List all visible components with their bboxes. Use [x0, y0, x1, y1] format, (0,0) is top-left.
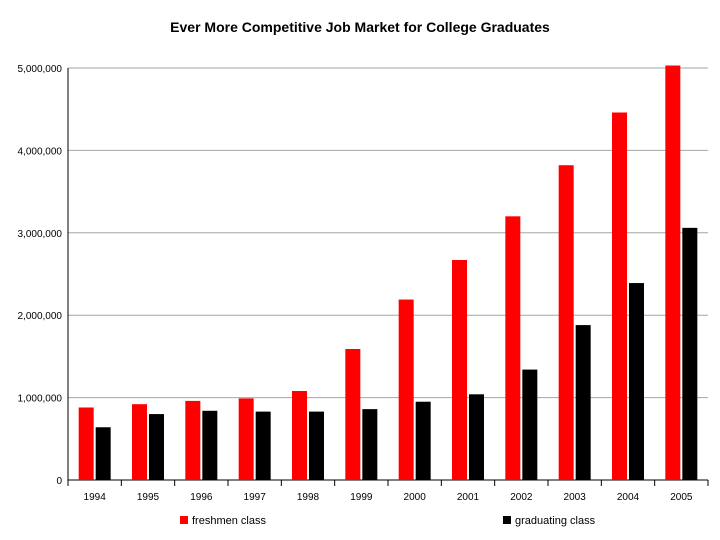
x-tick-label: 1997	[244, 492, 267, 503]
bar-freshmen-class	[238, 398, 254, 480]
x-tick-label: 1999	[350, 492, 373, 503]
bar-graduating-class	[309, 411, 324, 480]
y-tick-label: 3,000,000	[18, 229, 63, 240]
y-axis-ticks: 0 1,000,000 2,000,000 3,000,000 4,000,000 5,0…	[18, 64, 63, 487]
y-tick-label: 2,000,000	[18, 311, 63, 322]
x-tick-label: 2001	[457, 492, 480, 503]
bar-freshmen-class	[132, 404, 147, 480]
bar-freshmen-class	[558, 165, 574, 480]
gridlines	[67, 67, 708, 481]
bar-graduating-class	[362, 409, 378, 480]
x-tick-label: 1995	[137, 492, 160, 503]
bar-graduating-class	[575, 325, 591, 480]
y-tick-label: 5,000,000	[18, 64, 63, 75]
bar-freshmen-class	[505, 216, 521, 480]
x-tick-label: 2004	[617, 492, 640, 503]
bars	[78, 65, 698, 480]
bar-freshmen-class	[612, 112, 627, 480]
x-axis-ticks: 1994 1995 1996 1997 1998 1999 2000 2001 2002 2003…	[67, 480, 709, 503]
bar-graduating-class	[255, 411, 271, 480]
x-tick-label: 2005	[670, 492, 693, 503]
x-tick-label: 2003	[564, 492, 587, 503]
bar-graduating-class	[202, 410, 218, 480]
y-tick-label: 0	[56, 476, 62, 487]
bar-graduating-class	[682, 227, 698, 480]
chart-title: Ever More Competitive Job Market for Col…	[170, 19, 550, 35]
bar-freshmen-class	[185, 400, 201, 480]
x-tick-label: 2000	[404, 492, 427, 503]
legend: freshmen class graduating class	[180, 515, 596, 527]
legend-label: freshmen class	[192, 515, 266, 527]
bar-graduating-class	[469, 394, 484, 480]
y-tick-label: 1,000,000	[18, 394, 63, 405]
bar-freshmen-class	[78, 407, 94, 480]
bar-freshmen-class	[452, 259, 467, 480]
x-tick-label: 2002	[510, 492, 533, 503]
y-tick-label: 4,000,000	[18, 146, 63, 157]
bar-graduating-class	[522, 369, 538, 480]
bar-graduating-class	[149, 414, 164, 480]
bar-freshmen-class	[292, 391, 307, 480]
bar-graduating-class	[629, 283, 644, 480]
bar-graduating-class	[415, 401, 431, 480]
legend-swatch	[180, 516, 188, 524]
bar-graduating-class	[95, 427, 111, 480]
bar-freshmen-class	[398, 299, 414, 480]
x-tick-label: 1994	[84, 492, 107, 503]
bar-freshmen-class	[665, 65, 681, 480]
x-tick-label: 1998	[297, 492, 320, 503]
x-tick-label: 1996	[190, 492, 213, 503]
legend-label: graduating class	[515, 515, 596, 527]
bar-freshmen-class	[345, 348, 361, 480]
legend-swatch	[503, 516, 511, 524]
